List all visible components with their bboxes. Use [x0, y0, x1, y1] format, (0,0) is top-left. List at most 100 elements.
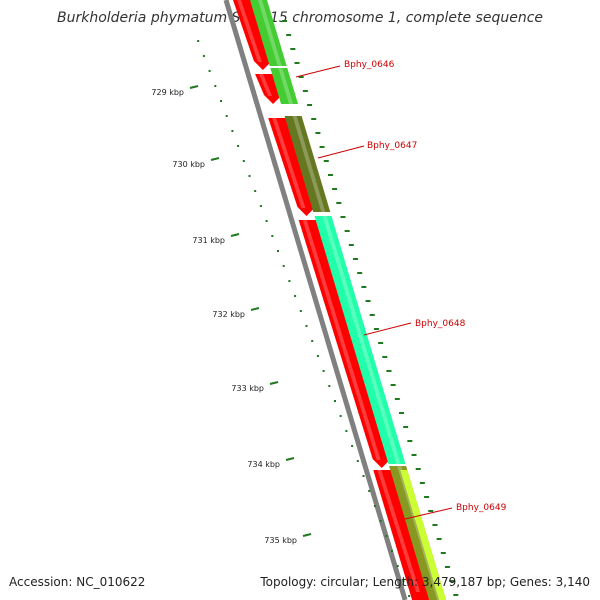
major-tick: [285, 457, 295, 461]
gene-label-leader: [404, 507, 453, 520]
outer-tick: [348, 244, 354, 246]
forward-cds-highlight: [292, 116, 326, 212]
outer-tick: [432, 524, 438, 526]
minor-tick: [231, 130, 234, 132]
outer-tick: [424, 496, 430, 498]
outer-tick: [415, 468, 421, 470]
outer-tick: [386, 370, 392, 372]
outer-tick: [286, 34, 292, 36]
gene-label-1[interactable]: Bphy_0646: [344, 60, 395, 70]
outer-tick: [302, 90, 308, 92]
minor-tick: [282, 265, 285, 267]
outer-tick: [353, 258, 359, 260]
outer-tick: [319, 146, 325, 148]
outer-tick: [332, 188, 338, 190]
major-tick: [189, 85, 199, 89]
minor-tick: [294, 295, 297, 297]
gene-label-4[interactable]: Bphy_0649: [456, 503, 507, 513]
forward-cds-2: [270, 68, 299, 104]
outer-tick: [307, 104, 313, 106]
minor-tick: [322, 370, 325, 372]
outer-tick: [365, 300, 371, 302]
forward-cds-highlight: [322, 216, 401, 464]
reverse-cds-highlight: [377, 470, 421, 592]
forward-cds-1: [250, 0, 287, 66]
outer-tick: [327, 174, 333, 176]
outer-tick: [411, 454, 417, 456]
outer-tick: [361, 286, 367, 288]
reverse-cds-highlight: [302, 220, 381, 460]
minor-tick: [214, 85, 217, 87]
outer-tick: [336, 202, 342, 204]
gene-label-leader: [317, 145, 365, 159]
outer-tick: [357, 272, 363, 274]
outer-tick: [453, 594, 459, 596]
accession-text: Accession: NC_010622: [9, 575, 146, 589]
minor-tick: [259, 205, 262, 207]
outer-tick: [382, 356, 388, 358]
outer-tick: [436, 538, 442, 540]
gene-label-leader: [363, 322, 412, 336]
forward-cds-highlight: [258, 0, 282, 66]
minor-tick: [202, 55, 205, 57]
outer-tick: [449, 580, 455, 582]
minor-tick: [339, 415, 342, 417]
outer-tick: [398, 412, 404, 414]
backbone-strand: [223, 0, 408, 600]
minor-tick: [385, 535, 388, 537]
outer-tick: [407, 440, 413, 442]
minor-tick: [316, 355, 319, 357]
minor-tick: [328, 385, 331, 387]
map-title: Burkholderia phymatum STM815 chromosome …: [56, 10, 543, 26]
minor-tick: [362, 475, 365, 477]
minor-tick: [265, 220, 268, 222]
minor-tick: [197, 40, 200, 42]
outer-tick: [298, 76, 304, 78]
minor-tick: [225, 115, 228, 117]
tick-label: 730 kbp: [172, 160, 205, 169]
minor-tick: [408, 595, 411, 597]
tick-label: 734 kbp: [247, 460, 280, 469]
outer-tick: [390, 384, 396, 386]
forward-cds-highlight: [278, 68, 294, 104]
minor-tick: [299, 310, 302, 312]
minor-tick: [391, 550, 393, 552]
forward-cds-3: [284, 116, 331, 212]
forward-cds-accent: [400, 470, 447, 600]
major-tick: [250, 307, 260, 311]
outer-tick: [369, 314, 375, 316]
minor-tick: [248, 175, 251, 177]
minor-tick: [242, 160, 245, 162]
outer-tick: [281, 20, 287, 22]
forward-cds-4: [314, 216, 406, 464]
minor-tick: [220, 100, 222, 102]
outer-tick: [440, 552, 446, 554]
minor-tick: [379, 520, 382, 522]
gene-label-2[interactable]: Bphy_0647: [367, 141, 417, 151]
minor-tick: [288, 280, 291, 282]
minor-tick: [271, 235, 274, 237]
reverse-cds-highlight: [272, 118, 306, 208]
outer-tick: [403, 426, 409, 428]
outer-tick: [290, 48, 296, 50]
outer-tick: [294, 62, 300, 64]
gene-label-3[interactable]: Bphy_0648: [415, 319, 466, 329]
reverse-cds-highlight: [237, 0, 262, 62]
minor-tick: [237, 145, 240, 147]
minor-tick: [277, 250, 279, 252]
reverse-cds-highlight: [259, 74, 273, 96]
major-tick: [302, 533, 312, 537]
outer-tick: [315, 132, 321, 134]
tick-label: 732 kbp: [212, 310, 245, 319]
tick-label: 731 kbp: [192, 236, 225, 245]
minor-tick: [396, 565, 399, 567]
outer-tick: [419, 482, 425, 484]
outer-tick: [340, 216, 346, 218]
outer-tick: [394, 398, 400, 400]
minor-tick: [254, 190, 257, 192]
outer-tick: [323, 160, 329, 162]
tick-label: 733 kbp: [231, 384, 264, 393]
tick-label: 729 kbp: [151, 88, 184, 97]
